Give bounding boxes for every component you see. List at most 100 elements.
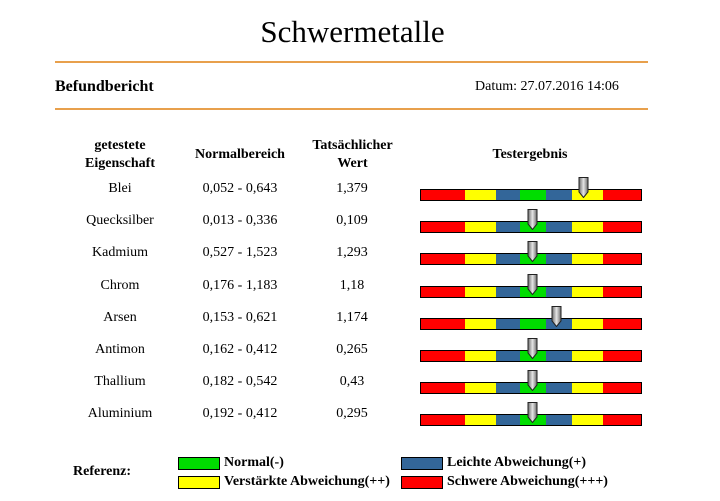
scale-segment-blue — [546, 383, 572, 393]
row-property-name: Chrom — [100, 278, 140, 293]
scale-segment-red — [421, 319, 465, 329]
row-normal-range: 0,192 - 0,412 — [202, 406, 278, 421]
result-marker-icon — [527, 274, 538, 295]
page-title: Schwermetalle — [260, 14, 445, 49]
scale-segment-red — [603, 351, 641, 361]
row-actual-value: 1,379 — [336, 181, 368, 196]
scale-segment-yellow — [465, 190, 496, 200]
scale-segment-red — [421, 351, 465, 361]
scale-segment-yellow — [465, 287, 496, 297]
row-actual-value: 1,18 — [339, 278, 365, 293]
scale-segment-blue — [496, 222, 520, 232]
result-marker-icon — [527, 402, 538, 423]
row-property-name: Thallium — [94, 374, 146, 389]
legend-item-slight: Leichte Abweichung(+) — [401, 455, 587, 470]
legend-text-slight: Leichte Abweichung(+) — [447, 455, 587, 470]
scale-segment-yellow — [572, 319, 603, 329]
scale-segment-blue — [496, 351, 520, 361]
scale-segment-yellow — [465, 319, 496, 329]
row-property-name: Blei — [108, 181, 132, 196]
scale-segment-red — [603, 415, 641, 425]
row-normal-range: 0,013 - 0,336 — [202, 213, 278, 228]
scale-segment-yellow — [465, 222, 496, 232]
scale-segment-yellow — [465, 383, 496, 393]
scale-segment-yellow — [572, 351, 603, 361]
scale-segment-red — [603, 190, 641, 200]
divider-bottom — [55, 108, 648, 110]
scale-segment-green — [520, 319, 546, 329]
scale-segment-green — [520, 190, 546, 200]
scale-segment-yellow — [465, 351, 496, 361]
result-marker-icon — [527, 209, 538, 230]
row-property-name: Arsen — [103, 310, 137, 325]
scale-segment-blue — [496, 287, 520, 297]
scale-segment-red — [603, 222, 641, 232]
column-header-test-result: Testergebnis — [492, 147, 568, 162]
row-normal-range: 0,527 - 1,523 — [202, 245, 278, 260]
result-marker-icon — [527, 338, 538, 359]
row-actual-value: 0,109 — [336, 213, 368, 228]
row-normal-range: 0,176 - 1,183 — [202, 278, 278, 293]
row-actual-value: 0,43 — [339, 374, 365, 389]
report-title: Befundbericht — [55, 78, 154, 95]
scale-segment-blue — [496, 383, 520, 393]
scale-segment-blue — [496, 415, 520, 425]
row-property-name: Quecksilber — [86, 213, 154, 228]
row-actual-value: 1,293 — [336, 245, 368, 260]
row-actual-value: 1,174 — [336, 310, 368, 325]
result-marker-icon — [527, 241, 538, 262]
scale-segment-red — [421, 222, 465, 232]
column-header-normal-range: Normalbereich — [195, 147, 285, 162]
scale-segment-blue — [496, 190, 520, 200]
legend-text-severe: Schwere Abweichung(+++) — [447, 474, 608, 489]
result-marker-icon — [527, 370, 538, 391]
legend-label: Referenz: — [73, 464, 132, 479]
scale-segment-red — [421, 383, 465, 393]
row-normal-range: 0,052 - 0,643 — [202, 181, 278, 196]
row-actual-value: 0,295 — [336, 406, 368, 421]
legend-text-normal: Normal(-) — [224, 455, 284, 470]
scale-segment-yellow — [572, 287, 603, 297]
legend-item-severe: Schwere Abweichung(+++) — [401, 474, 608, 489]
row-property-name: Kadmium — [92, 245, 148, 260]
divider-top — [55, 61, 648, 63]
scale-segment-blue — [546, 254, 572, 264]
scale-segment-yellow — [572, 190, 603, 200]
column-header-property: getestete Eigenschaft — [85, 138, 155, 171]
scale-segment-blue — [496, 319, 520, 329]
scale-segment-red — [421, 287, 465, 297]
result-marker-icon — [551, 306, 562, 327]
legend-text-increased: Verstärkte Abweichung(++) — [224, 474, 390, 489]
scale-segment-blue — [546, 415, 572, 425]
row-property-name: Aluminium — [87, 406, 153, 421]
result-marker-icon — [578, 177, 589, 198]
row-normal-range: 0,153 - 0,621 — [202, 310, 278, 325]
scale-segment-red — [421, 254, 465, 264]
legend-item-increased: Verstärkte Abweichung(++) — [178, 474, 390, 489]
legend-swatch-severe — [401, 475, 443, 489]
row-actual-value: 0,265 — [336, 342, 368, 357]
legend-swatch-normal — [178, 456, 220, 470]
result-scale-bar — [420, 318, 642, 330]
scale-segment-red — [603, 319, 641, 329]
row-normal-range: 0,182 - 0,542 — [202, 374, 278, 389]
scale-segment-blue — [546, 351, 572, 361]
scale-segment-red — [421, 190, 465, 200]
column-header-actual-value: Tatsächlicher Wert — [312, 138, 393, 171]
scale-segment-blue — [546, 287, 572, 297]
legend-item-normal: Normal(-) — [178, 455, 284, 470]
scale-segment-blue — [496, 254, 520, 264]
scale-segment-red — [603, 254, 641, 264]
scale-segment-yellow — [572, 415, 603, 425]
scale-segment-red — [603, 287, 641, 297]
row-normal-range: 0,162 - 0,412 — [202, 342, 278, 357]
scale-segment-blue — [546, 222, 572, 232]
legend-swatch-increased — [178, 475, 220, 489]
scale-segment-red — [421, 415, 465, 425]
scale-segment-yellow — [572, 222, 603, 232]
scale-segment-yellow — [465, 254, 496, 264]
report-date: Datum: 27.07.2016 14:06 — [475, 79, 619, 94]
scale-segment-yellow — [572, 254, 603, 264]
scale-segment-yellow — [465, 415, 496, 425]
scale-segment-red — [603, 383, 641, 393]
